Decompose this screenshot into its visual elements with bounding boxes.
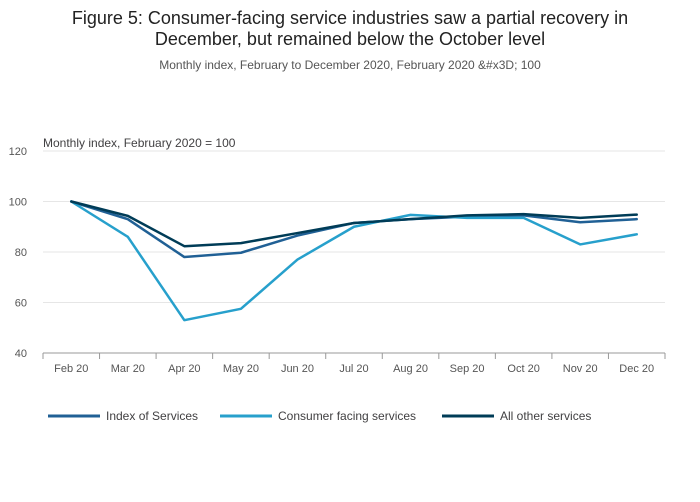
chart-title: Figure 5: Consumer-facing service indust…	[0, 8, 700, 50]
chart-title-line-1: Figure 5: Consumer-facing service indust…	[71, 8, 629, 28]
series-line-index-of-services[interactable]	[70, 200, 638, 259]
legend-label-index-of-services: Index of Services	[106, 409, 198, 423]
x-tick-label: Nov 20	[563, 363, 598, 375]
y-axis: 40 60 80 100 120	[9, 146, 27, 360]
x-tick-label: May 20	[223, 363, 259, 375]
series-line-consumer-facing-services[interactable]	[70, 200, 638, 322]
series-lines	[70, 200, 638, 322]
x-tick-label: Feb 20	[54, 363, 88, 375]
x-tick-label: Jun 20	[281, 363, 314, 375]
x-axis: Feb 20 Mar 20 Apr 20 May 20 Jun 20 Jul 20 Aug …	[42, 352, 666, 375]
y-tick-label: 100	[9, 197, 27, 209]
legend-label-all-other-services: All other services	[500, 409, 591, 423]
legend: Index of Services Consumer facing service…	[48, 409, 591, 423]
x-tick-label: Apr 20	[168, 363, 200, 375]
x-tick-label: Mar 20	[111, 363, 145, 375]
chart-title-line-2: December, but remained below the October…	[154, 29, 546, 49]
x-tick-label: Jul 20	[339, 363, 368, 375]
y-axis-label: Monthly index, February 2020 = 100	[43, 136, 236, 150]
chart-subtitle: Monthly index, February to December 2020…	[159, 58, 541, 72]
x-tick-label: Aug 20	[393, 363, 428, 375]
series-line-all-other-services[interactable]	[70, 200, 638, 248]
y-tick-label: 80	[15, 247, 27, 259]
x-tick-label: Oct 20	[507, 363, 539, 375]
y-tick-label: 60	[15, 298, 27, 310]
legend-label-consumer-facing-services: Consumer facing services	[278, 409, 416, 423]
x-tick-label: Dec 20	[619, 363, 654, 375]
y-tick-label: 120	[9, 146, 27, 158]
x-tick-label: Sep 20	[450, 363, 485, 375]
y-tick-label: 40	[15, 348, 27, 360]
grid-lines	[43, 150, 665, 303]
